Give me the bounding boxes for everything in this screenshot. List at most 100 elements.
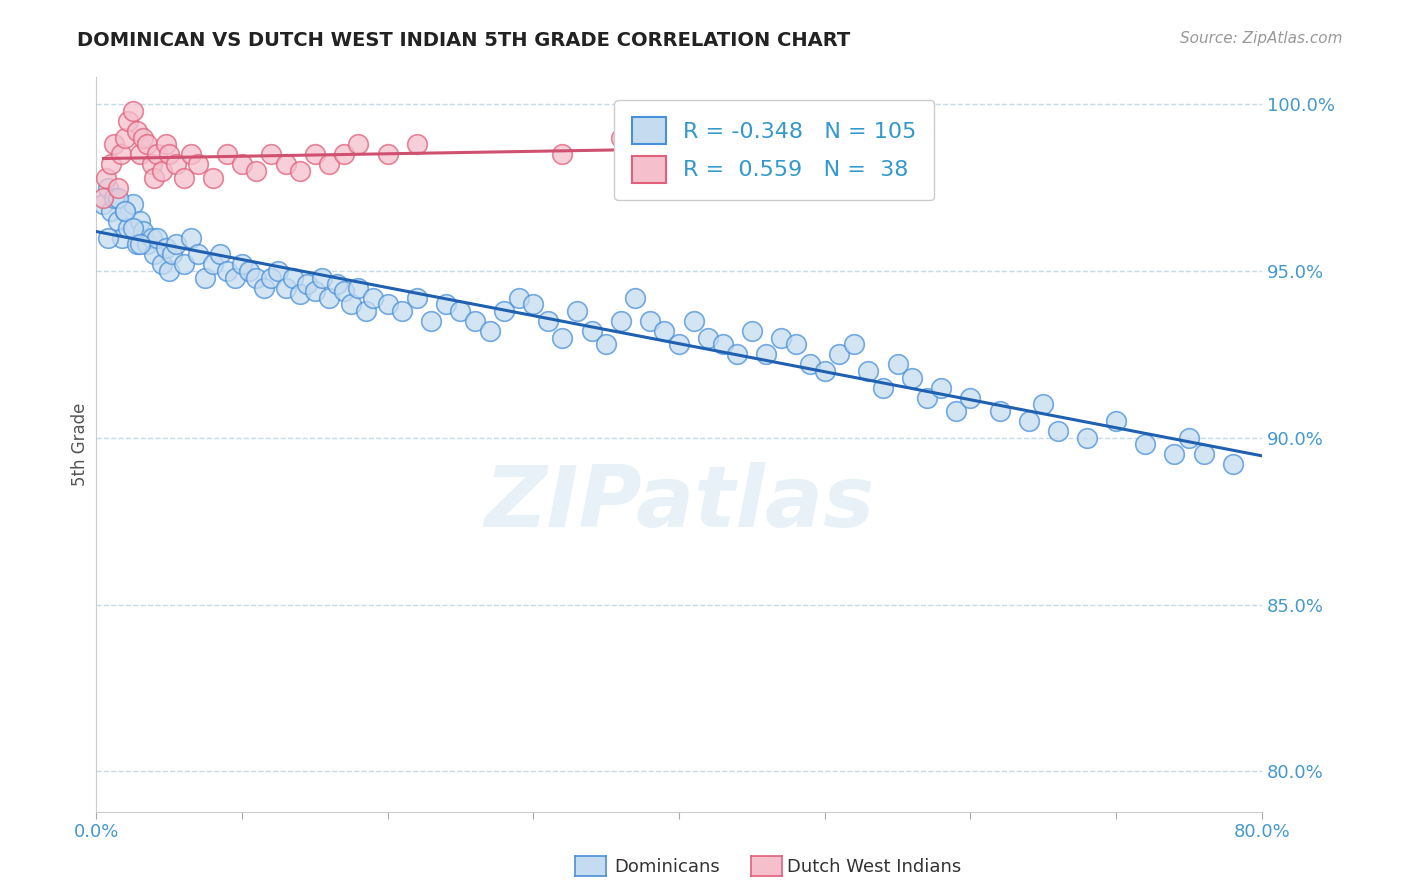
Point — [260, 270, 283, 285]
Point — [150, 257, 173, 271]
Point — [141, 230, 163, 244]
Text: Dutch West Indians: Dutch West Indians — [787, 858, 962, 876]
Point — [267, 264, 290, 278]
Point — [297, 277, 319, 292]
Point — [624, 291, 647, 305]
Point — [581, 324, 603, 338]
Point — [146, 230, 169, 244]
Point — [333, 284, 356, 298]
Point — [814, 364, 837, 378]
Point — [1076, 431, 1098, 445]
Point — [522, 297, 544, 311]
Point — [260, 147, 283, 161]
Point — [682, 314, 704, 328]
Point — [110, 147, 132, 161]
Point — [333, 147, 356, 161]
Point — [97, 230, 120, 244]
Point — [180, 230, 202, 244]
Point — [114, 130, 136, 145]
Point — [143, 247, 166, 261]
Point — [201, 170, 224, 185]
Point — [347, 137, 370, 152]
Point — [136, 237, 159, 252]
Point — [711, 337, 734, 351]
Point — [121, 197, 143, 211]
Point — [478, 324, 501, 338]
Point — [217, 264, 239, 278]
Point — [354, 304, 377, 318]
Point — [173, 170, 195, 185]
Point — [136, 137, 159, 152]
Point — [155, 241, 177, 255]
Point — [638, 314, 661, 328]
Point — [245, 164, 267, 178]
Point — [1222, 458, 1244, 472]
Point — [565, 304, 588, 318]
Point — [741, 324, 763, 338]
Point — [405, 291, 427, 305]
Point — [901, 370, 924, 384]
Point — [129, 237, 152, 252]
Point — [125, 124, 148, 138]
Text: DOMINICAN VS DUTCH WEST INDIAN 5TH GRADE CORRELATION CHART: DOMINICAN VS DUTCH WEST INDIAN 5TH GRADE… — [77, 31, 851, 50]
Point — [886, 358, 908, 372]
Point — [224, 270, 246, 285]
Point — [281, 270, 304, 285]
Point — [173, 257, 195, 271]
Point — [103, 137, 125, 152]
Point — [311, 270, 333, 285]
Point — [537, 314, 560, 328]
Point — [107, 190, 129, 204]
Point — [132, 224, 155, 238]
Point — [508, 291, 530, 305]
Text: ZIPatlas: ZIPatlas — [484, 462, 875, 545]
Point — [377, 147, 399, 161]
Point — [325, 277, 347, 292]
Point — [318, 157, 340, 171]
Point — [114, 203, 136, 218]
Point — [111, 230, 134, 244]
Point — [1105, 414, 1128, 428]
Point — [318, 291, 340, 305]
Point — [117, 113, 139, 128]
Point — [828, 347, 851, 361]
Point — [150, 164, 173, 178]
Point — [217, 147, 239, 161]
Point — [770, 331, 793, 345]
Point — [347, 280, 370, 294]
Point — [231, 157, 253, 171]
Point — [858, 364, 880, 378]
Point — [160, 247, 183, 261]
Point — [155, 137, 177, 152]
Point — [988, 404, 1011, 418]
Point — [915, 391, 938, 405]
Point — [464, 314, 486, 328]
Point — [697, 331, 720, 345]
Point — [1192, 448, 1215, 462]
Point — [143, 170, 166, 185]
Point — [253, 280, 276, 294]
Point — [945, 404, 967, 418]
Point — [107, 180, 129, 194]
Point — [391, 304, 413, 318]
Point — [1163, 448, 1185, 462]
Point — [551, 147, 574, 161]
Point — [97, 180, 120, 194]
Point — [1018, 414, 1040, 428]
Point — [290, 287, 312, 301]
Point — [245, 270, 267, 285]
Point — [103, 190, 125, 204]
Point — [1135, 437, 1157, 451]
Point — [146, 147, 169, 161]
Point — [304, 147, 326, 161]
Point — [1046, 424, 1069, 438]
Point — [209, 247, 232, 261]
Point — [494, 304, 516, 318]
Point — [799, 358, 821, 372]
Point — [157, 264, 180, 278]
Point — [610, 314, 633, 328]
Point — [141, 157, 163, 171]
Point — [931, 381, 953, 395]
Point — [361, 291, 384, 305]
Point — [755, 347, 778, 361]
